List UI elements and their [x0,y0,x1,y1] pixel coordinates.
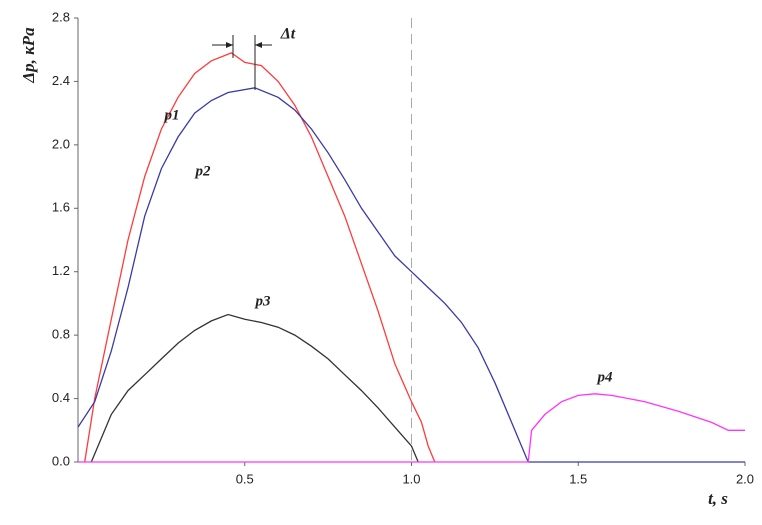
series-label: p2 [194,163,212,179]
series-label: p1 [163,107,180,123]
series-line [78,393,745,463]
x-tick-label: 2.0 [736,471,754,486]
arrow-head [226,42,233,48]
delta-label: Δt [280,26,296,43]
x-tick-label: 0.5 [236,471,254,486]
series-label: p3 [254,293,272,309]
y-tick-label: 2.0 [52,136,70,151]
arrow-head [255,42,262,48]
x-axis-label: t, s [708,489,728,508]
y-tick-label: 0.8 [52,327,70,342]
y-axis-label: Δp, кPa [19,27,38,84]
x-tick-label: 1.0 [402,471,420,486]
series-label: p4 [596,369,614,385]
series-line [90,313,419,463]
x-tick-label: 1.5 [569,471,587,486]
series-line [77,87,745,463]
y-tick-label: 2.4 [52,73,70,88]
series-line [84,52,436,463]
y-tick-label: 0.0 [52,453,70,468]
y-tick-label: 1.6 [52,200,70,215]
y-tick-label: 0.4 [52,390,70,405]
y-tick-label: 1.2 [52,263,70,278]
y-tick-label: 2.8 [52,9,70,24]
